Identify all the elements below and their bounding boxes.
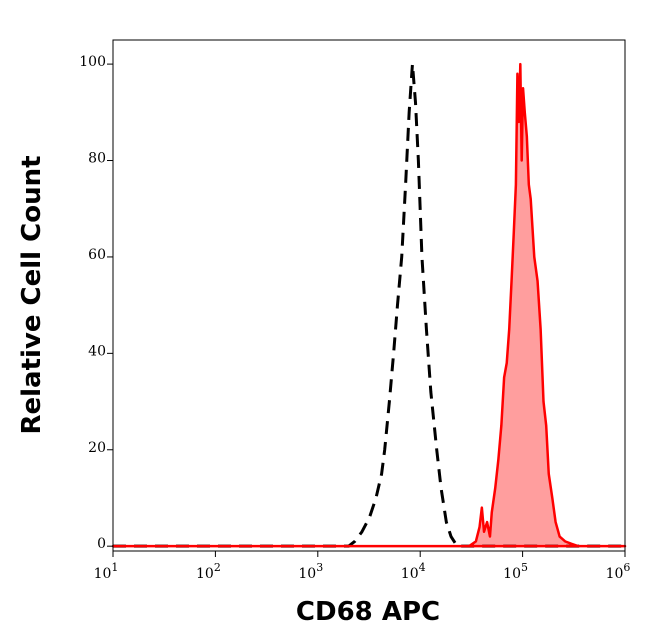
- x-tick-base: 10: [94, 566, 112, 582]
- x-tick-exponent: 5: [521, 561, 528, 574]
- x-tick-label: 104: [401, 561, 426, 582]
- x-axis-title: CD68 APC: [296, 597, 440, 627]
- x-tick-exponent: 3: [316, 561, 323, 574]
- plot-frame: [112, 39, 626, 552]
- x-tick-label: 103: [298, 561, 323, 582]
- histogram-area: [111, 62, 627, 548]
- y-tick-label: 80: [88, 151, 106, 167]
- x-tick-base: 10: [196, 566, 214, 582]
- x-tick-base: 10: [298, 566, 316, 582]
- y-tick-label: 100: [79, 54, 106, 70]
- x-tick-exponent: 2: [214, 561, 221, 574]
- x-tick-base: 10: [606, 566, 624, 582]
- x-tick-exponent: 4: [419, 561, 426, 574]
- x-tick-label: 105: [503, 561, 528, 582]
- x-tick-base: 10: [503, 566, 521, 582]
- y-tick-label: 20: [88, 440, 106, 456]
- x-tick-label: 106: [606, 561, 631, 582]
- histogram-line: [113, 62, 625, 548]
- x-tick-exponent: 1: [111, 561, 118, 574]
- y-tick-label: 0: [97, 536, 106, 552]
- y-tick-label: 40: [88, 343, 106, 359]
- x-tick-base: 10: [401, 566, 419, 582]
- y-axis-title: Relative Cell Count: [17, 155, 47, 434]
- x-tick-label: 102: [196, 561, 221, 582]
- x-tick-label: 101: [94, 561, 119, 582]
- y-tick-label: 60: [88, 247, 106, 263]
- x-tick-exponent: 6: [623, 561, 630, 574]
